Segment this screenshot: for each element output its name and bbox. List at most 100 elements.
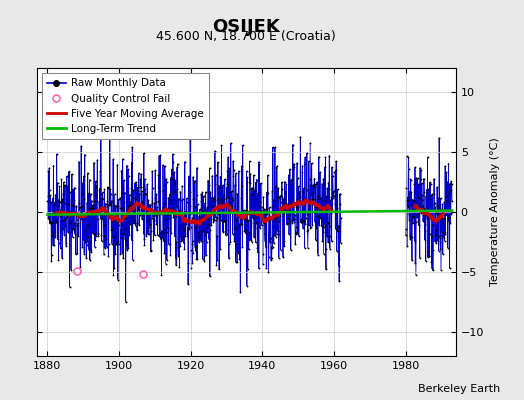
Point xyxy=(69,202,78,209)
Point xyxy=(61,200,69,206)
Point xyxy=(147,214,156,221)
Point xyxy=(125,232,134,238)
Point xyxy=(66,220,74,226)
Point xyxy=(447,178,455,184)
Point xyxy=(211,148,219,154)
Point xyxy=(65,168,73,175)
Point xyxy=(268,243,277,250)
Point xyxy=(412,206,421,212)
Point xyxy=(86,191,95,197)
Point xyxy=(436,195,445,202)
Point xyxy=(274,185,282,191)
Point xyxy=(265,218,274,224)
Point xyxy=(278,196,287,202)
Point xyxy=(305,176,314,183)
Point xyxy=(329,195,337,201)
Point xyxy=(320,197,329,204)
Point xyxy=(137,206,146,213)
Point xyxy=(426,207,434,214)
Point xyxy=(435,233,443,239)
Point xyxy=(156,188,164,194)
Point xyxy=(248,214,257,221)
Point xyxy=(424,186,433,193)
Point xyxy=(169,151,177,157)
Point xyxy=(209,198,217,204)
Point xyxy=(411,260,420,266)
Point xyxy=(314,193,322,200)
Point xyxy=(130,180,139,186)
Point xyxy=(434,210,442,217)
Point xyxy=(208,202,216,209)
Point xyxy=(47,219,55,225)
Point xyxy=(412,174,421,181)
Point xyxy=(88,205,96,211)
Point xyxy=(188,238,196,244)
Point xyxy=(271,217,279,224)
Point xyxy=(165,208,173,214)
Point xyxy=(309,199,318,205)
Point xyxy=(429,206,437,212)
Point xyxy=(304,158,313,164)
Point xyxy=(278,186,286,192)
Point xyxy=(322,246,330,252)
Point xyxy=(296,194,304,200)
Point xyxy=(106,110,114,116)
Point xyxy=(281,206,290,213)
Point xyxy=(106,191,115,198)
Point xyxy=(139,205,147,211)
Point xyxy=(154,210,162,217)
Point xyxy=(202,239,211,246)
Point xyxy=(194,232,203,238)
Point xyxy=(95,185,104,192)
Point xyxy=(119,177,128,184)
Point xyxy=(153,210,161,217)
Point xyxy=(179,225,187,231)
Point xyxy=(210,217,218,223)
Point xyxy=(188,214,196,221)
Point xyxy=(425,179,434,186)
Point xyxy=(310,175,319,182)
Point xyxy=(126,214,135,220)
Point xyxy=(303,244,312,251)
Point xyxy=(173,161,182,167)
Point xyxy=(207,194,215,201)
Point xyxy=(311,218,319,225)
Point xyxy=(421,221,430,227)
Point xyxy=(328,238,336,244)
Point xyxy=(180,240,188,246)
Point xyxy=(444,215,452,221)
Point xyxy=(310,184,318,190)
Point xyxy=(135,222,143,228)
Point xyxy=(408,213,417,219)
Point xyxy=(126,198,134,205)
Point xyxy=(263,205,271,211)
Point xyxy=(45,165,53,171)
Point xyxy=(211,197,219,204)
Point xyxy=(447,186,455,193)
Point xyxy=(286,177,294,184)
Point xyxy=(134,184,142,190)
Point xyxy=(202,189,210,195)
Point xyxy=(224,240,233,247)
Point xyxy=(326,196,335,203)
Point xyxy=(448,198,456,204)
Point xyxy=(307,224,315,231)
Point xyxy=(218,198,226,204)
Point xyxy=(273,193,281,199)
Point xyxy=(222,184,231,190)
Point xyxy=(118,156,127,162)
Point xyxy=(124,173,133,180)
Point xyxy=(62,243,70,249)
Point xyxy=(414,181,423,187)
Point xyxy=(185,226,193,232)
Point xyxy=(148,185,157,191)
Point xyxy=(163,229,171,236)
Text: 45.600 N, 18.700 E (Croatia): 45.600 N, 18.700 E (Croatia) xyxy=(156,30,336,43)
Point xyxy=(282,204,291,211)
Point xyxy=(115,222,124,229)
Point xyxy=(143,227,151,233)
Point xyxy=(307,182,315,188)
Point xyxy=(410,197,418,203)
Point xyxy=(244,218,253,224)
Point xyxy=(172,213,181,220)
